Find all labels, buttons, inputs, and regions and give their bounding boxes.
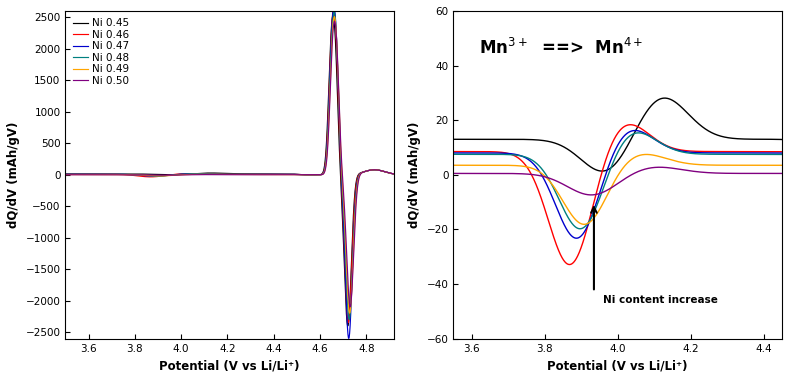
Ni 0.49	[390, 172, 399, 176]
Ni 0.45	[343, 324, 353, 328]
Ni 0.45	[77, 172, 87, 176]
Ni 0.50	[305, 172, 314, 177]
Ni 0.49	[255, 172, 264, 177]
Ni 0.49	[305, 172, 314, 177]
Ni 0.48	[255, 172, 264, 177]
X-axis label: Potential (V vs Li/Li⁺): Potential (V vs Li/Li⁺)	[159, 359, 300, 372]
Ni 0.50	[322, 158, 331, 163]
Ni 0.49	[270, 172, 279, 177]
Ni 0.49	[180, 172, 189, 177]
X-axis label: Potential (V vs Li/Li⁺): Potential (V vs Li/Li⁺)	[548, 359, 688, 372]
Ni 0.49	[322, 155, 331, 160]
Ni 0.48	[305, 172, 314, 177]
Ni 0.50	[180, 173, 189, 177]
Ni 0.46	[255, 172, 264, 177]
Ni 0.46	[61, 172, 70, 177]
Ni 0.47	[344, 336, 353, 341]
Ni 0.46	[180, 171, 189, 176]
Line: Ni 0.45: Ni 0.45	[65, 16, 394, 326]
Ni 0.46	[322, 145, 331, 150]
Ni 0.50	[255, 172, 264, 177]
Text: Ni content increase: Ni content increase	[603, 295, 718, 305]
Ni 0.47	[255, 172, 264, 177]
Ni 0.46	[270, 172, 279, 177]
Ni 0.47	[77, 172, 87, 177]
Ni 0.45	[322, 138, 331, 143]
Ni 0.46	[77, 172, 87, 177]
Ni 0.50	[330, 19, 339, 23]
Line: Ni 0.50: Ni 0.50	[65, 21, 394, 307]
Ni 0.48	[322, 152, 331, 157]
Y-axis label: dQ/dV (mAh/gV): dQ/dV (mAh/gV)	[7, 122, 20, 228]
Ni 0.47	[270, 172, 279, 177]
Ni 0.45	[255, 172, 264, 176]
Ni 0.45	[305, 172, 314, 177]
Y-axis label: dQ/dV (mAh/gV): dQ/dV (mAh/gV)	[408, 122, 421, 228]
Ni 0.45	[390, 172, 399, 176]
Ni 0.50	[390, 172, 399, 176]
Ni 0.45	[328, 14, 338, 18]
Line: Ni 0.46: Ni 0.46	[65, 9, 394, 323]
Ni 0.45	[61, 172, 70, 176]
Ni 0.50	[270, 172, 279, 177]
Ni 0.48	[77, 172, 87, 177]
Ni 0.45	[180, 172, 189, 177]
Ni 0.50	[346, 305, 355, 309]
Ni 0.49	[77, 172, 87, 177]
Ni 0.46	[343, 320, 353, 325]
Ni 0.48	[390, 172, 399, 176]
Ni 0.46	[305, 172, 314, 177]
Ni 0.46	[329, 7, 338, 11]
Ni 0.49	[345, 311, 354, 315]
Ni 0.50	[61, 172, 70, 177]
Ni 0.45	[270, 172, 279, 176]
Ni 0.47	[61, 172, 70, 177]
Line: Ni 0.48: Ni 0.48	[65, 12, 394, 319]
Line: Ni 0.47: Ni 0.47	[65, 7, 394, 338]
Ni 0.48	[270, 172, 279, 177]
Ni 0.50	[77, 172, 87, 177]
Ni 0.49	[61, 172, 70, 177]
Line: Ni 0.49: Ni 0.49	[65, 17, 394, 313]
Ni 0.47	[180, 172, 189, 176]
Ni 0.47	[329, 5, 338, 9]
Ni 0.47	[305, 172, 314, 177]
Ni 0.49	[330, 14, 339, 19]
Ni 0.46	[390, 172, 399, 176]
Ni 0.48	[329, 10, 338, 14]
Ni 0.48	[61, 172, 70, 177]
Legend: Ni 0.45, Ni 0.46, Ni 0.47, Ni 0.48, Ni 0.49, Ni 0.50: Ni 0.45, Ni 0.46, Ni 0.47, Ni 0.48, Ni 0…	[70, 16, 132, 88]
Text: Mn$^{3+}$  ==>  Mn$^{4+}$: Mn$^{3+}$ ==> Mn$^{4+}$	[479, 38, 643, 58]
Ni 0.48	[180, 172, 189, 176]
Ni 0.47	[390, 172, 399, 176]
Ni 0.47	[322, 149, 331, 153]
Ni 0.48	[345, 317, 354, 322]
